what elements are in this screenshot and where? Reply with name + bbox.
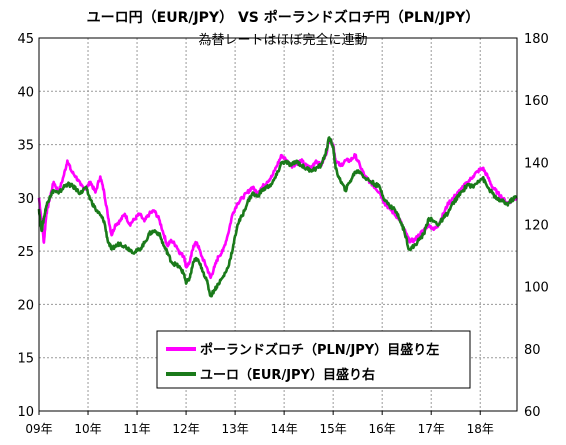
x-tick-label: 10年 <box>74 422 101 436</box>
x-axis: 09年 10年 11年 12年 13年 14年 15年 16年 17年 18年 <box>25 411 494 436</box>
x-tick-label: 18年 <box>467 422 494 436</box>
legend-box <box>156 330 471 389</box>
x-tick-label: 14年 <box>270 422 297 436</box>
legend-label-eur: ユーロ（EUR/JPY）目盛り右 <box>200 367 375 383</box>
right-axis: 60 80 100 120 140 160 180 <box>524 32 549 420</box>
plot-frame <box>38 37 518 412</box>
left-tick-label: 10 <box>17 405 34 420</box>
x-tick-label: 09年 <box>25 422 52 436</box>
right-tick-label: 180 <box>524 32 549 47</box>
left-tick-label: 25 <box>17 245 34 260</box>
legend: ポーランドズロチ（PLN/JPY）目盛り左 ユーロ（EUR/JPY）目盛り右 <box>156 330 471 389</box>
left-tick-label: 30 <box>17 192 34 207</box>
right-tick-label: 160 <box>524 94 549 109</box>
x-tick-label: 11年 <box>123 422 150 436</box>
legend-label-pln: ポーランドズロチ（PLN/JPY）目盛り左 <box>200 342 439 358</box>
left-tick-label: 45 <box>17 32 34 47</box>
series-line-eur <box>37 136 518 298</box>
chart-subtitle: 為替レートはほぼ完全に連動 <box>198 32 367 48</box>
left-axis: 10 15 20 25 30 35 40 45 <box>17 32 34 420</box>
x-tick-label: 16年 <box>369 422 396 436</box>
left-tick-label: 40 <box>17 85 34 100</box>
chart-title: ユーロ円（EUR/JPY） VS ポーランドズロチ円（PLN/JPY） <box>87 9 480 26</box>
right-tick-label: 140 <box>524 156 549 171</box>
left-tick-label: 20 <box>17 298 34 313</box>
left-tick-label: 15 <box>17 352 34 367</box>
x-tick-label: 12年 <box>172 422 199 436</box>
right-tick-label: 120 <box>524 219 549 234</box>
right-tick-label: 60 <box>524 405 541 420</box>
x-tick-label: 13年 <box>221 422 248 436</box>
x-tick-label: 17年 <box>418 422 445 436</box>
right-tick-label: 80 <box>524 343 541 358</box>
left-tick-label: 35 <box>17 139 34 154</box>
series-line-pln <box>37 137 518 280</box>
series-layer <box>37 136 518 298</box>
x-tick-label: 15年 <box>320 422 347 436</box>
right-tick-label: 100 <box>524 281 549 296</box>
